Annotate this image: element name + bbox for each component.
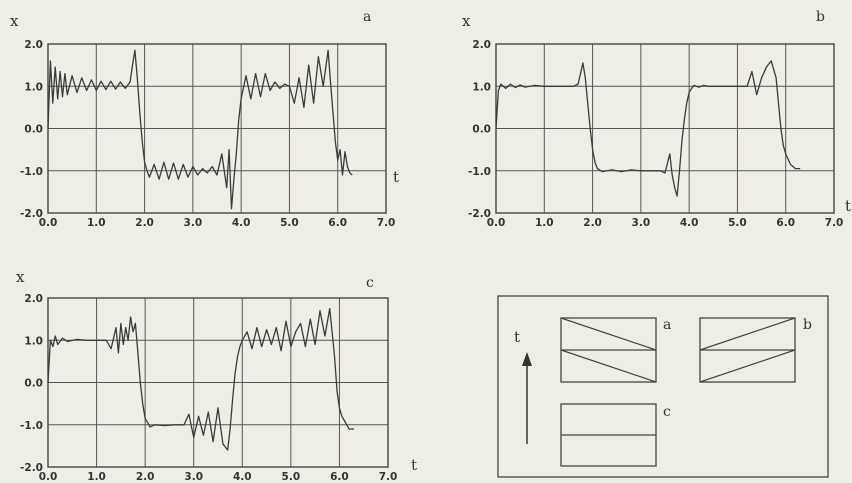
inset-label-c: c — [663, 404, 671, 420]
x-tick-label-a-7: 7.0 — [377, 217, 396, 229]
panel-label-c: c — [366, 275, 374, 291]
y-tick-label-a-3: -1.0 — [20, 166, 43, 178]
x-tick-label-a-1: 1.0 — [87, 217, 106, 229]
y-axis-label-c: x — [16, 268, 25, 286]
y-tick-label-c-1: 1.0 — [24, 335, 43, 347]
x-tick-label-c-5: 5.0 — [282, 471, 301, 483]
x-tick-label-c-7: 7.0 — [379, 471, 398, 483]
y-tick-label-c-0: 2.0 — [24, 293, 43, 305]
inset-frame — [497, 295, 829, 478]
inset-schematic: t a b c — [497, 295, 829, 478]
x-tick-label-b-3: 3.0 — [632, 217, 651, 229]
series-line-c-0 — [47, 307, 354, 451]
x-tick-label-c-2: 2.0 — [136, 471, 155, 483]
x-tick-label-b-0: 0.0 — [487, 217, 506, 229]
y-tick-label-a-1: 1.0 — [24, 81, 43, 93]
x-axis-label-b: t — [845, 197, 851, 215]
chart-panel-b: x t b 0.0 1.0 2.0 3.0 4.0 5.0 6.0 7.02.01.00.0-… — [462, 9, 851, 229]
y-tick-label-b-4: -2.0 — [468, 208, 491, 220]
y-tick-label-c-2: 0.0 — [24, 378, 43, 390]
y-axis-label-a: x — [10, 12, 19, 30]
x-tick-label-a-6: 6.0 — [328, 217, 347, 229]
y-tick-label-c-3: -1.0 — [20, 420, 43, 432]
chart-panel-c: x t c 0.0 1.0 2.0 3.0 4.0 5.0 6.0 7.02.01.00.0-… — [16, 268, 417, 483]
inset-box-b-diag-top — [699, 317, 796, 351]
inset-box-a-diag-bottom — [560, 349, 657, 383]
panel-label-a: a — [363, 9, 371, 25]
x-tick-label-b-2: 2.0 — [583, 217, 602, 229]
inset-t-arrow-head-icon — [522, 352, 532, 366]
x-tick-label-a-0: 0.0 — [39, 217, 58, 229]
inset-box-a-diag-top — [560, 317, 657, 351]
series-line-b-0 — [495, 60, 801, 197]
x-axis-label-a: t — [393, 168, 399, 186]
x-tick-label-c-0: 0.0 — [39, 471, 58, 483]
x-tick-label-a-3: 3.0 — [184, 217, 203, 229]
y-tick-label-b-3: -1.0 — [468, 166, 491, 178]
x-tick-label-c-1: 1.0 — [87, 471, 106, 483]
y-tick-label-b-2: 0.0 — [472, 124, 491, 136]
inset-box-b-diag-bottom — [699, 349, 796, 383]
y-tick-label-a-4: -2.0 — [20, 208, 43, 220]
inset-t-label: t — [514, 328, 520, 346]
inset-label-b: b — [803, 317, 812, 333]
x-tick-label-a-2: 2.0 — [135, 217, 154, 229]
inset-label-a: a — [663, 317, 671, 333]
y-tick-label-a-0: 2.0 — [24, 39, 43, 51]
chart-panel-a: x t a 0.0 1.0 2.0 3.0 4.0 5.0 6.0 7.02.01.00.0-… — [10, 9, 399, 229]
y-axis-label-b: x — [462, 12, 471, 30]
x-tick-label-b-1: 1.0 — [535, 217, 554, 229]
x-tick-label-b-7: 7.0 — [825, 217, 844, 229]
series-line-a-0 — [47, 49, 353, 210]
x-tick-label-a-5: 5.0 — [280, 217, 299, 229]
x-tick-label-c-4: 4.0 — [233, 471, 252, 483]
x-tick-label-b-6: 6.0 — [776, 217, 795, 229]
x-tick-label-c-6: 6.0 — [330, 471, 349, 483]
x-tick-label-b-4: 4.0 — [680, 217, 699, 229]
y-tick-label-b-1: 1.0 — [472, 81, 491, 93]
x-tick-label-b-5: 5.0 — [728, 217, 747, 229]
x-axis-label-c: t — [411, 456, 417, 474]
y-tick-label-a-2: 0.0 — [24, 124, 43, 136]
x-tick-label-c-3: 3.0 — [184, 471, 203, 483]
panel-label-b: b — [816, 9, 825, 25]
y-tick-label-c-4: -2.0 — [20, 462, 43, 474]
y-tick-label-b-0: 2.0 — [472, 39, 491, 51]
x-tick-label-a-4: 4.0 — [232, 217, 251, 229]
